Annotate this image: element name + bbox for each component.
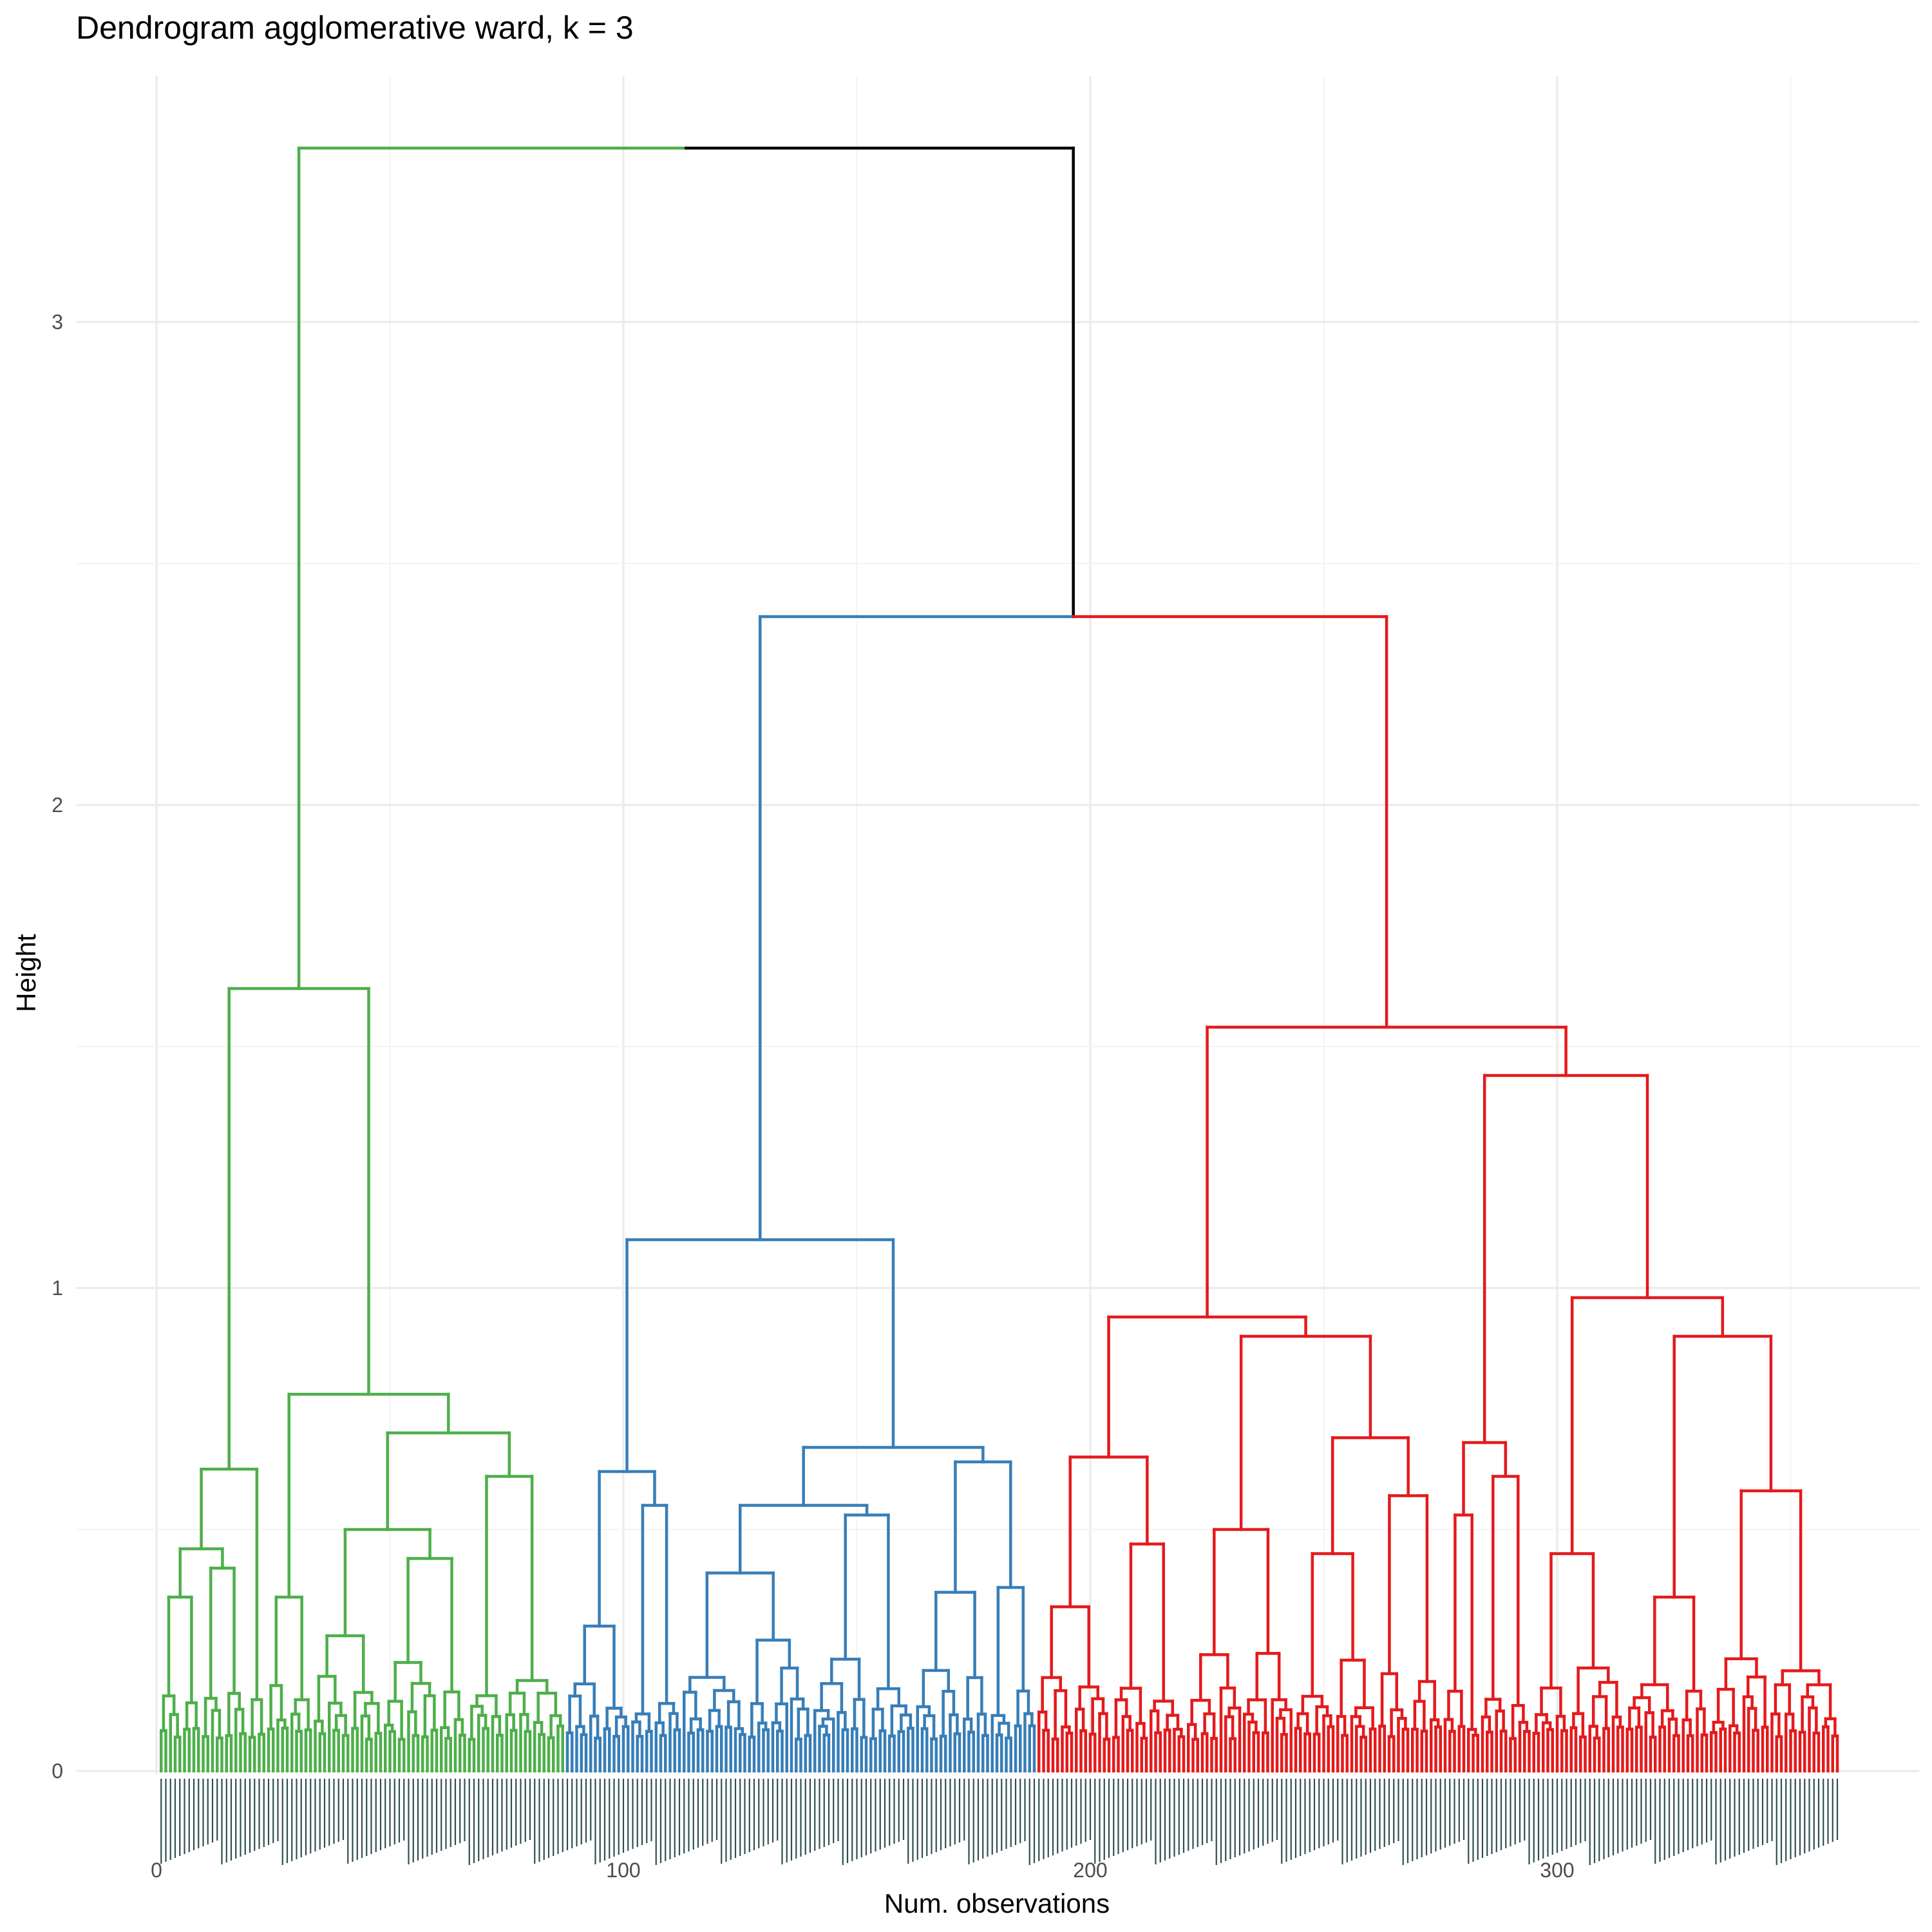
- x-tick-label: 100: [606, 1859, 640, 1882]
- x-tick-label: 0: [151, 1859, 162, 1882]
- dendrogram-branches: [160, 146, 1839, 1773]
- grid-lines: [76, 76, 1919, 1774]
- leaf-labels: [160, 1779, 1839, 1865]
- y-tick-label: 3: [52, 310, 63, 334]
- y-axis-title: Height: [11, 934, 41, 1012]
- x-tick-label: 300: [1540, 1859, 1574, 1882]
- chart-title: Dendrogram agglomerative ward, k = 3: [76, 10, 634, 46]
- y-tick-label: 1: [52, 1276, 63, 1300]
- y-tick-label: 0: [52, 1759, 63, 1783]
- x-axis-title: Num. observations: [884, 1888, 1110, 1918]
- y-tick-label: 2: [52, 793, 63, 817]
- x-tick-label: 200: [1073, 1859, 1107, 1882]
- axis-ticks: 0 100 200 300 0 1 2 3: [52, 310, 1574, 1882]
